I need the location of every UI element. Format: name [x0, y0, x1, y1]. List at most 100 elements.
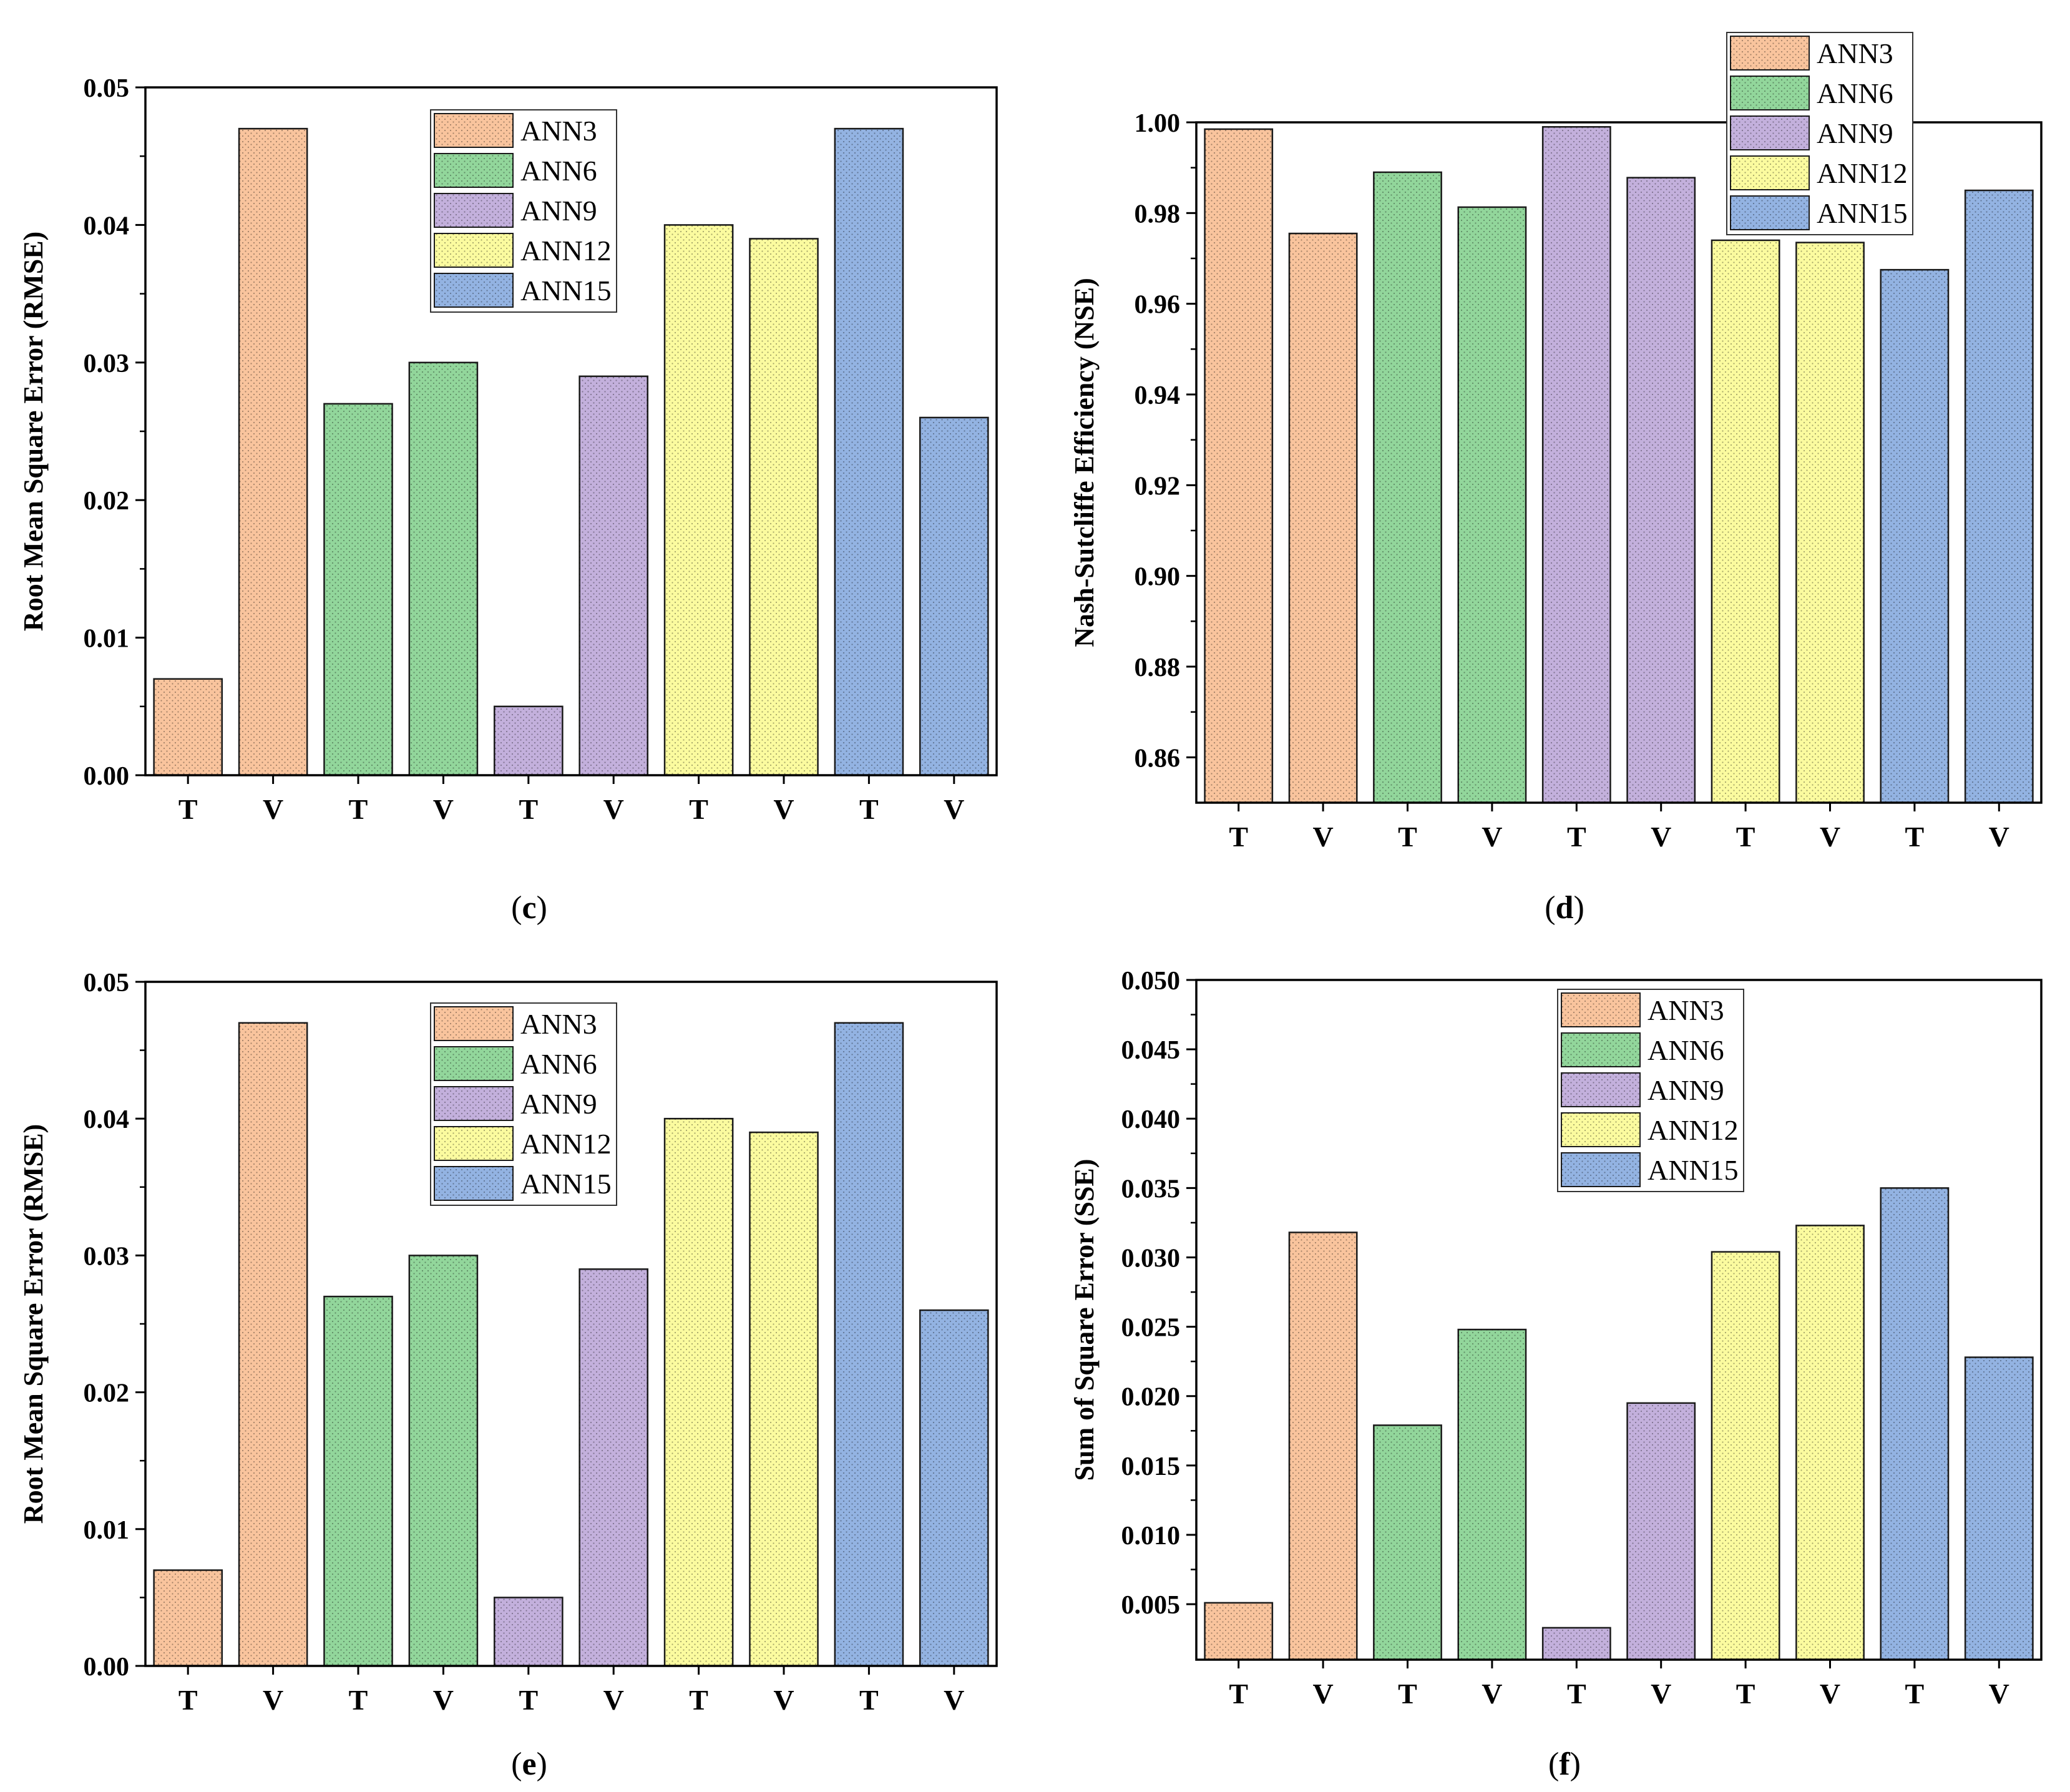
- bar-texture: [920, 417, 989, 775]
- bar-texture: [1880, 270, 1949, 803]
- y-tick-label: 0.01: [84, 1516, 130, 1545]
- y-tick-label: 0.98: [1135, 200, 1181, 228]
- x-tick-label: V: [603, 1684, 624, 1716]
- x-tick-label: T: [1398, 1678, 1417, 1710]
- x-tick-label: T: [1398, 821, 1417, 853]
- bar-ANN6-V: [408, 361, 479, 776]
- bar-texture: [1965, 1357, 2033, 1660]
- x-tick-label: V: [944, 793, 964, 825]
- legend-swatch-texture: [434, 273, 513, 307]
- x-tick-label: T: [1229, 821, 1248, 853]
- bar-ANN12-V: [749, 1131, 819, 1667]
- bar-texture: [1289, 1232, 1357, 1660]
- legend: ANN3 ANN6 ANN9 ANN12 ANN15: [430, 1002, 617, 1206]
- x-tick-label: T: [178, 1684, 198, 1716]
- bar-ANN15-V: [919, 1309, 989, 1667]
- bar-ANN9-T: [493, 705, 564, 776]
- bar-ANN9-T: [493, 1597, 564, 1667]
- legend-label-ANN3: ANN3: [1648, 994, 1724, 1026]
- bar-texture: [324, 1296, 393, 1666]
- bar-ANN15-T: [1880, 268, 1950, 804]
- legend-label-ANN3: ANN3: [1817, 37, 1893, 69]
- bar-texture: [239, 129, 308, 775]
- bar-texture: [1543, 1627, 1611, 1660]
- legend-label-ANN12: ANN12: [1648, 1114, 1739, 1146]
- y-tick-label: 0.01: [84, 625, 130, 654]
- bar-ANN9-V: [579, 375, 649, 776]
- bar-texture: [749, 238, 818, 775]
- bar-texture: [409, 362, 477, 775]
- bar-texture: [1965, 190, 2033, 803]
- y-tick-label: 0.045: [1121, 1036, 1181, 1065]
- legend-label-ANN15: ANN15: [1817, 197, 1908, 229]
- y-tick-label: 0.040: [1121, 1105, 1181, 1134]
- bar-ANN6-T: [323, 1295, 393, 1667]
- y-tick-label: 0.010: [1121, 1522, 1181, 1550]
- bar-ANN9-T: [1541, 1627, 1611, 1661]
- x-tick-label: V: [263, 793, 283, 825]
- bar-texture: [1543, 127, 1611, 803]
- bar-ANN12-T: [1711, 239, 1780, 804]
- bar-texture: [1374, 1425, 1442, 1660]
- bar-ANN15-T: [1880, 1187, 1950, 1661]
- bar-ANN15-V: [919, 416, 989, 776]
- bar-texture: [1458, 1329, 1526, 1660]
- x-tick-label: V: [944, 1684, 964, 1716]
- bar-texture: [154, 678, 222, 775]
- legend-label-ANN6: ANN6: [520, 155, 597, 187]
- x-tick-label: V: [1312, 821, 1333, 853]
- bar-texture: [239, 1022, 308, 1666]
- x-tick-label: T: [519, 1684, 538, 1716]
- bar-texture: [749, 1132, 818, 1666]
- bar-ANN12-T: [663, 1117, 734, 1667]
- bar-ANN12-V: [749, 238, 819, 776]
- x-tick-label: V: [1820, 821, 1840, 853]
- bar-texture: [1289, 233, 1357, 803]
- panel-caption: (f): [1548, 1746, 1581, 1782]
- y-tick-label: 0.86: [1135, 744, 1181, 773]
- legend-label-ANN12: ANN12: [520, 1128, 612, 1160]
- bar-texture: [1627, 1403, 1695, 1660]
- y-tick-label: 0.035: [1121, 1175, 1181, 1203]
- y-tick-label: 0.00: [84, 1653, 130, 1682]
- legend-label-ANN15: ANN15: [1648, 1154, 1739, 1186]
- bar-ANN3-V: [1288, 232, 1358, 804]
- bar-ANN6-T: [323, 403, 393, 776]
- bar-texture: [1458, 207, 1526, 803]
- y-tick-label: 0.04: [84, 1105, 130, 1134]
- bar-ANN6-T: [1373, 1424, 1442, 1661]
- bar-ANN15-T: [834, 1022, 904, 1667]
- legend-swatch-texture: [1561, 1033, 1640, 1067]
- legend-swatch-texture: [1561, 993, 1640, 1027]
- y-tick-label: 0.04: [84, 212, 130, 240]
- y-axis-label: Sum of Square Error (SSE): [1069, 1159, 1100, 1481]
- legend-label-ANN9: ANN9: [520, 1088, 597, 1120]
- bar-texture: [1204, 1602, 1272, 1660]
- y-axis-label: Nash-Sutcliffe Efficiency (NSE): [1069, 278, 1100, 647]
- panel-caption: (d): [1545, 890, 1584, 926]
- x-tick-label: T: [689, 1684, 708, 1716]
- bar-ANN12-V: [1795, 242, 1865, 804]
- bar-texture: [494, 706, 563, 775]
- y-axis-label: Root Mean Square Error (RMSE): [18, 232, 49, 631]
- x-tick-label: T: [1905, 1678, 1925, 1710]
- legend-swatch-texture: [434, 1127, 513, 1160]
- x-tick-label: T: [1567, 1678, 1586, 1710]
- x-tick-label: V: [1989, 1678, 2009, 1710]
- x-tick-label: T: [1736, 1678, 1755, 1710]
- y-tick-label: 0.005: [1121, 1591, 1181, 1620]
- bar-texture: [1711, 1251, 1780, 1660]
- y-tick-label: 0.025: [1121, 1314, 1181, 1343]
- bar-ANN3-V: [238, 127, 308, 776]
- bar-texture: [1796, 1225, 1864, 1660]
- legend-label-ANN9: ANN9: [1648, 1074, 1724, 1106]
- bar-ANN3-V: [1288, 1231, 1358, 1661]
- bar-ANN6-V: [408, 1255, 479, 1667]
- x-tick-label: V: [263, 1684, 283, 1716]
- x-tick-label: V: [1312, 1678, 1333, 1710]
- x-tick-label: V: [1820, 1678, 1840, 1710]
- y-tick-label: 1.00: [1135, 109, 1181, 138]
- bar-ANN12-V: [1795, 1225, 1865, 1661]
- bar-texture: [1374, 172, 1442, 803]
